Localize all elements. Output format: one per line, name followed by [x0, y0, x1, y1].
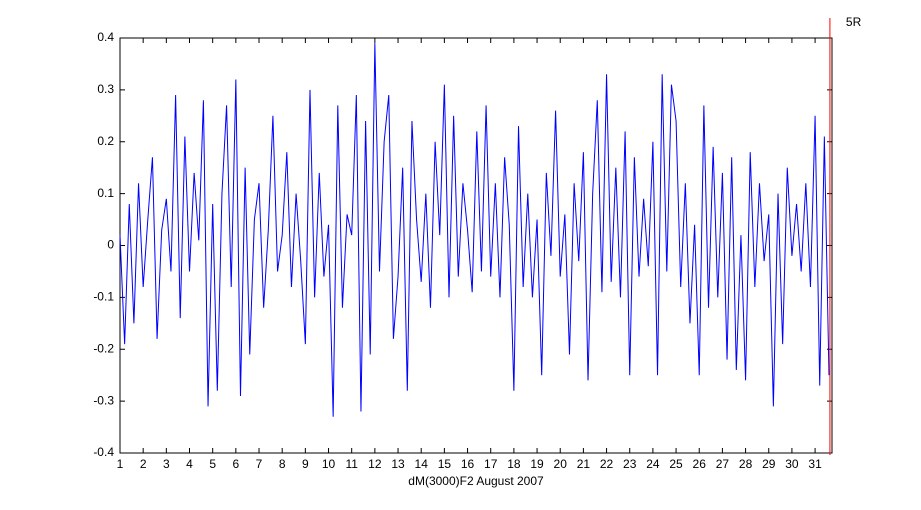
x-tick-label: 2	[140, 457, 147, 471]
x-tick-label: 9	[302, 457, 309, 471]
x-axis-label: dM(3000)F2 August 2007	[408, 474, 544, 488]
x-tick-label: 14	[415, 457, 429, 471]
x-tick-label: 27	[716, 457, 730, 471]
x-tick-label: 29	[762, 457, 776, 471]
x-tick-label: 22	[600, 457, 614, 471]
x-tick-label: 31	[808, 457, 822, 471]
y-tick-label: -0.1	[93, 290, 114, 304]
marker-label: 5R	[846, 15, 862, 29]
x-tick-label: 11	[345, 457, 358, 471]
x-tick-label: 7	[256, 457, 263, 471]
x-tick-label: 30	[785, 457, 799, 471]
y-tick-label: -0.3	[93, 393, 114, 407]
x-tick-label: 12	[368, 457, 382, 471]
x-tick-label: 3	[163, 457, 170, 471]
x-tick-label: 19	[530, 457, 544, 471]
y-tick-label: -0.2	[93, 341, 114, 355]
x-tick-label: 5	[209, 457, 216, 471]
x-tick-label: 20	[554, 457, 568, 471]
x-tick-label: 8	[279, 457, 286, 471]
plot-area	[119, 37, 833, 454]
x-tick-label: 13	[391, 457, 405, 471]
x-tick-label: 6	[233, 457, 240, 471]
x-tick-label: 28	[739, 457, 753, 471]
x-tick-label: 25	[669, 457, 683, 471]
y-tick-label: 0.2	[97, 134, 114, 148]
x-tick-label: 16	[461, 457, 475, 471]
x-tick-label: 17	[484, 457, 498, 471]
x-tick-label: 21	[577, 457, 591, 471]
x-tick-label: 26	[693, 457, 707, 471]
y-tick-label: -0.4	[93, 445, 114, 459]
x-tick-label: 4	[186, 457, 193, 471]
x-tick-label: 15	[438, 457, 452, 471]
data-line	[119, 43, 830, 417]
y-tick-label: 0.3	[97, 82, 114, 96]
y-tick-label: 0	[107, 238, 114, 252]
y-tick-label: 0.1	[97, 186, 114, 200]
x-tick-label: 1	[117, 457, 124, 471]
x-tick-label: 24	[646, 457, 660, 471]
x-tick-label: 18	[507, 457, 521, 471]
y-tick-label: 0.4	[97, 30, 114, 44]
x-tick-label: 10	[322, 457, 336, 471]
x-tick-label: 23	[623, 457, 637, 471]
